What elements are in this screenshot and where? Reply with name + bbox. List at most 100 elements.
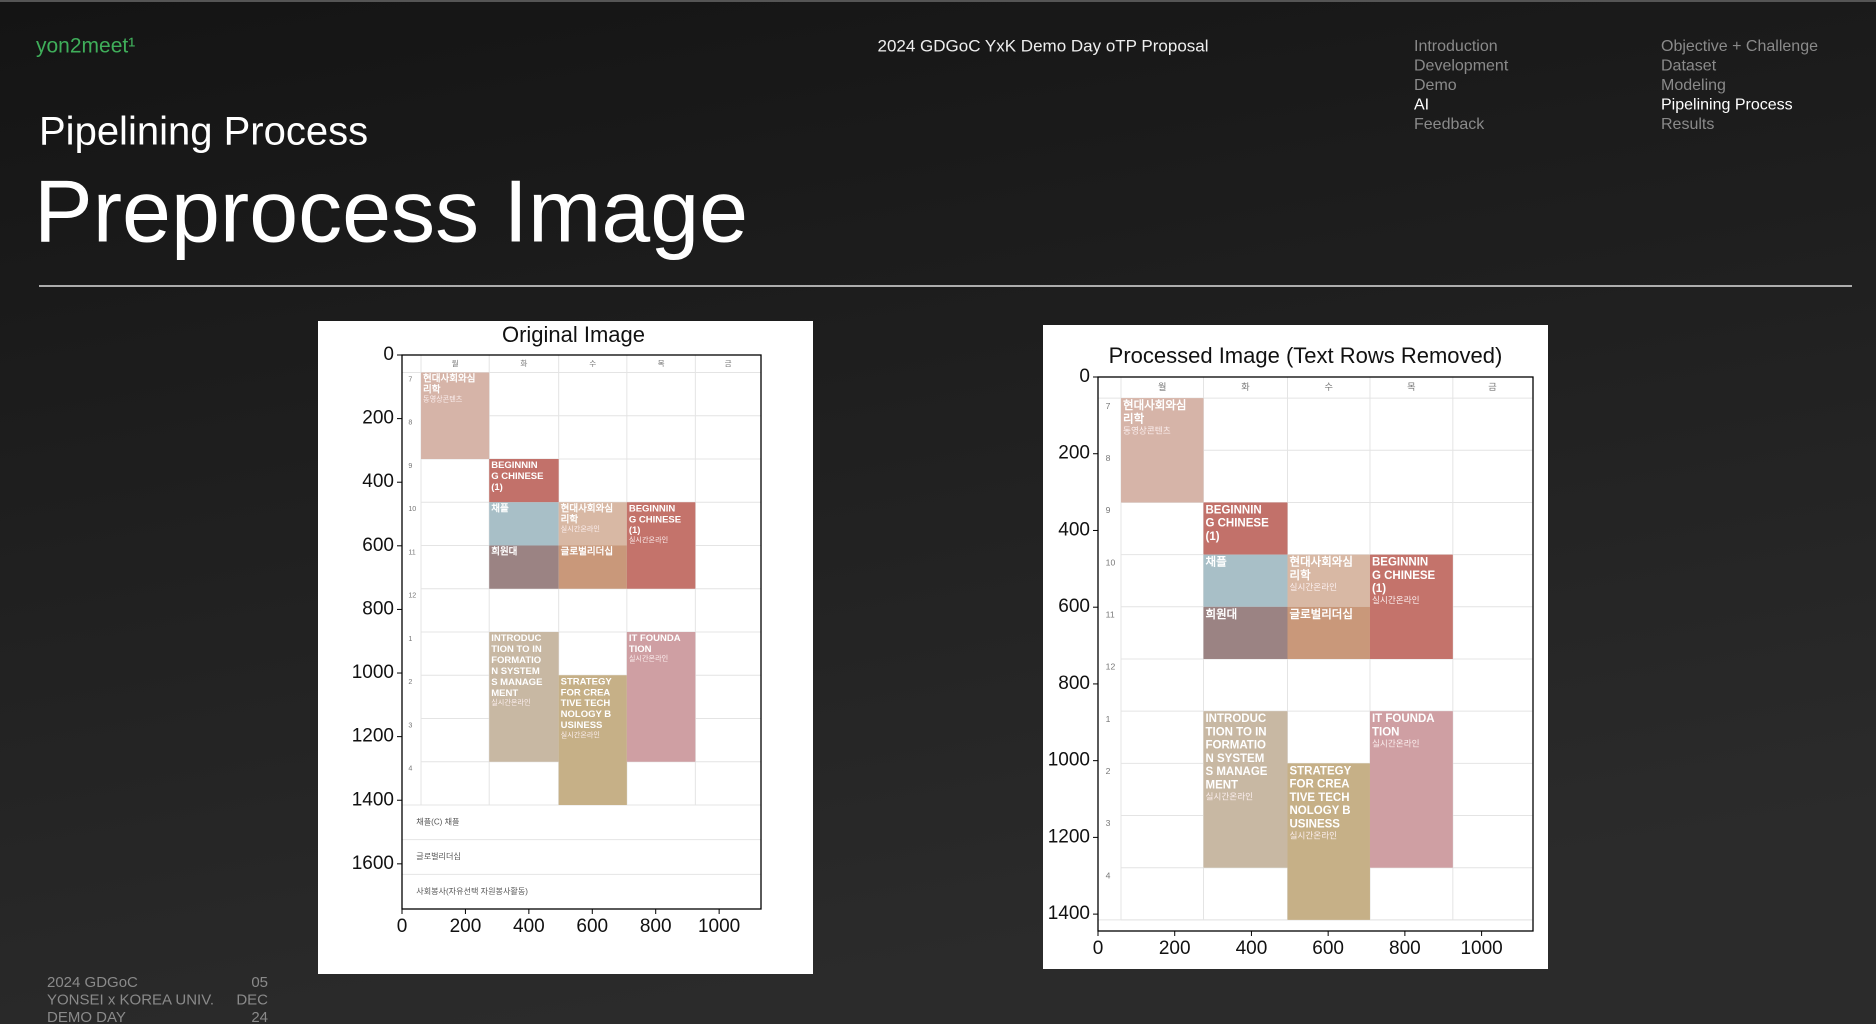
day-label: 금	[1488, 382, 1496, 392]
footer-left: 2024 GDGoC	[47, 974, 138, 991]
axes-frame	[401, 354, 762, 910]
course-block[interactable]	[421, 372, 490, 459]
nav-item[interactable]: Development	[1414, 58, 1509, 75]
figure-title: Processed Image (Text Rows Removed)	[1109, 343, 1503, 368]
footer-row: 채플(C) 채플	[416, 816, 459, 826]
hour-label: 10	[408, 505, 416, 513]
course-name: TION TO IN	[1205, 726, 1266, 738]
hour-label: 8	[1106, 453, 1111, 463]
course-block[interactable]	[626, 502, 696, 589]
y-tick-label: 1400	[1048, 903, 1090, 924]
day-label: 월	[1158, 381, 1166, 392]
footer-right: 05	[251, 974, 268, 991]
y-tick-label: 1200	[352, 726, 394, 747]
course-name: USINESS	[561, 720, 603, 731]
course-name: (1)	[629, 525, 641, 536]
course-note: 실시간온라인	[561, 730, 600, 739]
course-name: 채플	[491, 502, 509, 514]
course-block[interactable]	[1369, 711, 1453, 868]
nav-item[interactable]: Results	[1661, 116, 1714, 133]
course-block[interactable]	[489, 545, 559, 589]
y-tick-label: 800	[1058, 673, 1090, 694]
course-block[interactable]	[1287, 606, 1370, 659]
y-tick-label: 1000	[1048, 750, 1090, 771]
hour-label: 11	[1106, 610, 1115, 620]
course-note: 동영상콘텐츠	[1123, 425, 1171, 435]
hour-label: 2	[408, 678, 412, 686]
y-tick-label: 1200	[1048, 826, 1090, 847]
brand[interactable]: yon2meet¹	[36, 35, 135, 58]
course-block[interactable]	[558, 675, 627, 806]
nav-item[interactable]: Introduction	[1414, 38, 1498, 55]
course-note: 실시간온라인	[561, 524, 600, 533]
hour-label: 1	[408, 635, 412, 643]
nav-item[interactable]: Pipelining Process	[1661, 97, 1793, 114]
y-tick-label: 400	[362, 471, 394, 492]
hour-label: 12	[1106, 662, 1116, 672]
x-tick-label: 1000	[1460, 938, 1502, 959]
course-name: 리학	[423, 384, 441, 396]
course-block[interactable]	[1203, 606, 1288, 659]
course-name: MENT	[1205, 779, 1238, 791]
nav-item[interactable]: Feedback	[1414, 116, 1485, 133]
course-block[interactable]	[558, 502, 627, 546]
course-note: 동영상콘텐츠	[423, 395, 463, 404]
course-name: N SYSTEM	[1205, 753, 1264, 765]
footer-row: 글로벌리더십	[416, 851, 461, 861]
course-name: STRATEGY	[561, 676, 613, 687]
course-block[interactable]	[626, 632, 696, 762]
nav-item[interactable]: Demo	[1414, 77, 1457, 94]
course-name: (1)	[1372, 583, 1386, 595]
course-block[interactable]	[1203, 502, 1288, 555]
y-tick-label: 0	[1079, 366, 1090, 387]
x-tick-label: 200	[450, 916, 482, 937]
x-tick-label: 600	[576, 916, 608, 937]
course-block[interactable]	[1287, 554, 1370, 607]
course-block[interactable]	[489, 502, 559, 546]
course-block[interactable]	[1203, 554, 1288, 607]
hour-label: 9	[1106, 505, 1111, 515]
course-name: N SYSTEM	[491, 666, 540, 677]
course-name: S MANAGE	[491, 677, 542, 688]
nav-item[interactable]: AI	[1414, 97, 1429, 114]
course-name: G CHINESE	[491, 471, 543, 482]
course-name: 채플	[1205, 555, 1227, 569]
footer-left: DEMO DAY	[47, 1009, 126, 1024]
course-block[interactable]	[558, 545, 627, 589]
footer-right: 24	[251, 1009, 268, 1024]
day-label: 목	[658, 359, 665, 368]
course-name: MENT	[491, 688, 518, 699]
course-name: FORMATIO	[1205, 740, 1266, 752]
course-name: TION TO IN	[491, 644, 542, 655]
course-name: G CHINESE	[1372, 570, 1436, 582]
x-tick-label: 400	[1236, 938, 1268, 959]
hour-label: 9	[408, 462, 412, 470]
course-block[interactable]	[1369, 554, 1453, 659]
course-name: G CHINESE	[629, 514, 681, 525]
course-block[interactable]	[1203, 711, 1288, 868]
course-block[interactable]	[489, 458, 559, 503]
nav-item[interactable]: Objective + Challenge	[1661, 38, 1818, 55]
course-block[interactable]	[489, 632, 559, 762]
day-label: 월	[452, 358, 459, 368]
course-name: FOR CREA	[1289, 779, 1349, 791]
course-block[interactable]	[1121, 398, 1204, 503]
course-name: G CHINESE	[1205, 518, 1269, 530]
day-label: 수	[1325, 382, 1333, 392]
x-tick-label: 800	[640, 916, 672, 937]
course-block[interactable]	[1287, 763, 1370, 920]
course-name: NOLOGY B	[1289, 805, 1350, 817]
course-name: (1)	[491, 482, 503, 493]
hour-label: 4	[1106, 870, 1111, 880]
footer-right: DEC	[236, 991, 268, 1008]
course-name: 리학	[1123, 411, 1145, 425]
hour-label: 12	[408, 592, 416, 600]
day-label: 목	[1407, 382, 1415, 392]
course-name: BEGINNIN	[1372, 557, 1428, 569]
course-name: TIVE TECH	[1289, 792, 1349, 804]
nav-item[interactable]: Dataset	[1661, 58, 1717, 75]
nav-item[interactable]: Modeling	[1661, 77, 1726, 94]
course-note: 실시간온라인	[1205, 791, 1253, 801]
